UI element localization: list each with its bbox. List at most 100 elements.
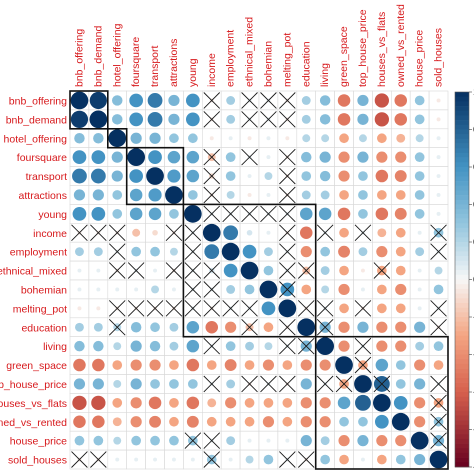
color-bar-segment: [455, 288, 469, 294]
correlation-circle: [77, 287, 82, 292]
correlation-circle: [244, 284, 255, 295]
correlation-circle: [205, 320, 219, 334]
cell-owned_vs_rented-income: [202, 411, 222, 432]
correlation-circle: [417, 287, 422, 292]
cell-ethnical_mixed-living: [315, 260, 335, 281]
correlation-circle: [130, 378, 142, 390]
column-label-foursquare: foursquare: [130, 37, 142, 87]
cell-education-owned_vs_rented: [390, 317, 411, 337]
cell-owned_vs_rented-house_price: [409, 411, 430, 432]
correlation-circle: [262, 359, 275, 371]
cell-hotel_offering-house_price: [409, 128, 430, 149]
color-bar-segment: [455, 462, 469, 468]
cell-top_house_price-green_space: [334, 374, 354, 394]
cell-owned_vs_rented-foursquare: [126, 411, 146, 432]
cell-hotel_offering-houses_vs_flats: [372, 128, 392, 149]
cell-sold_houses-sold_houses: [428, 449, 449, 470]
cell-attractions-top_house_price: [353, 185, 373, 205]
cell-foursquare-green_space: [334, 147, 354, 167]
correlation-circle: [130, 359, 142, 371]
correlation-circle: [391, 412, 410, 431]
cell-owned_vs_rented-living: [315, 411, 335, 432]
not-significant-cross: [203, 281, 221, 298]
correlation-circle: [112, 95, 123, 106]
cell-bohemian-living: [315, 279, 335, 300]
cell-income-income: [202, 223, 222, 243]
correlation-circle: [225, 152, 236, 162]
correlation-circle: [168, 94, 180, 107]
cell-sold_houses-education: [296, 449, 316, 470]
cell-bohemian-houses_vs_flats: [372, 279, 392, 300]
cell-foursquare-sold_houses: [428, 147, 449, 167]
cell-attractions-owned_vs_rented: [390, 185, 411, 205]
correlation-circle: [376, 321, 388, 333]
cell-house_price-ethnical_mixed: [239, 430, 260, 451]
correlation-circle: [226, 190, 235, 199]
cell-bnb_demand-owned_vs_rented: [390, 109, 411, 130]
cell-attractions-bnb_offering: [69, 185, 90, 205]
cell-transport-houses_vs_flats: [372, 166, 392, 186]
correlation-circle: [129, 169, 144, 183]
correlation-circle: [414, 190, 425, 200]
cell-foursquare-top_house_price: [353, 147, 373, 167]
correlation-circle: [74, 340, 85, 352]
row-label-top_house_price: top_house_price: [0, 379, 67, 391]
not-significant-cross: [203, 432, 221, 449]
correlation-circle: [169, 398, 179, 408]
cell-living-sold_houses: [428, 336, 449, 356]
correlation-circle: [264, 247, 273, 257]
cell-sold_houses-bohemian: [258, 449, 279, 470]
cell-melting_pot-young: [183, 298, 203, 319]
row-label-bnb_offering: bnb_offering: [9, 95, 67, 107]
not-significant-cross: [184, 281, 202, 298]
cell-hotel_offering-bohemian: [258, 128, 279, 149]
cell-bohemian-employment: [220, 279, 241, 300]
correlation-circle: [301, 114, 311, 124]
cell-green_space-bnb_offering: [69, 355, 90, 375]
not-significant-cross: [260, 375, 277, 393]
correlation-circle: [91, 206, 106, 221]
correlation-circle: [169, 322, 179, 332]
correlation-circle: [245, 341, 254, 351]
correlation-circle: [377, 284, 387, 295]
color-bar-segment: [455, 218, 469, 224]
cell-green_space-foursquare: [126, 355, 146, 375]
not-significant-cross: [165, 300, 183, 317]
cell-melting_pot-sold_houses: [428, 298, 449, 319]
correlation-circle: [395, 340, 407, 352]
cell-top_house_price-ethnical_mixed: [239, 374, 260, 394]
cell-attractions-houses_vs_flats: [372, 185, 392, 205]
not-significant-cross: [430, 300, 447, 317]
color-bar-segment: [455, 270, 469, 276]
row-label-transport: transport: [26, 171, 68, 183]
not-significant-cross: [430, 375, 447, 393]
cell-income-green_space: [334, 223, 354, 243]
cell-green_space-income: [202, 355, 222, 375]
cell-transport-hotel_offering: [107, 166, 128, 186]
not-significant-cross: [241, 92, 258, 109]
cell-foursquare-foursquare: [126, 147, 146, 167]
row-label-owned_vs_rented: owned_vs_rented: [0, 417, 67, 429]
cell-green_space-ethnical_mixed: [239, 355, 260, 375]
cell-employment-income: [202, 241, 222, 262]
correlation-circle: [93, 435, 104, 446]
column-label-bnb_demand: bnb_demand: [92, 26, 104, 87]
cell-bnb_offering-employment: [220, 90, 241, 111]
correlation-circle: [357, 435, 369, 447]
cell-bnb_demand-attractions: [164, 109, 184, 130]
correlation-circle: [300, 359, 312, 371]
cell-ethnical_mixed-transport: [145, 260, 165, 281]
cell-bohemian-foursquare: [126, 279, 146, 300]
correlation-circle: [153, 457, 158, 462]
cell-income-young: [183, 223, 203, 243]
color-bar-segment: [455, 354, 469, 360]
correlation-circle: [134, 457, 139, 462]
cell-transport-bohemian: [258, 166, 279, 186]
correlation-circle: [150, 435, 160, 446]
correlation-circle: [357, 321, 369, 333]
cell-bohemian-sold_houses: [428, 279, 449, 300]
cell-ethnical_mixed-houses_vs_flats: [372, 260, 392, 281]
cell-hotel_offering-transport: [145, 128, 165, 149]
correlation-circle: [394, 113, 408, 126]
correlation-circle: [226, 379, 236, 389]
